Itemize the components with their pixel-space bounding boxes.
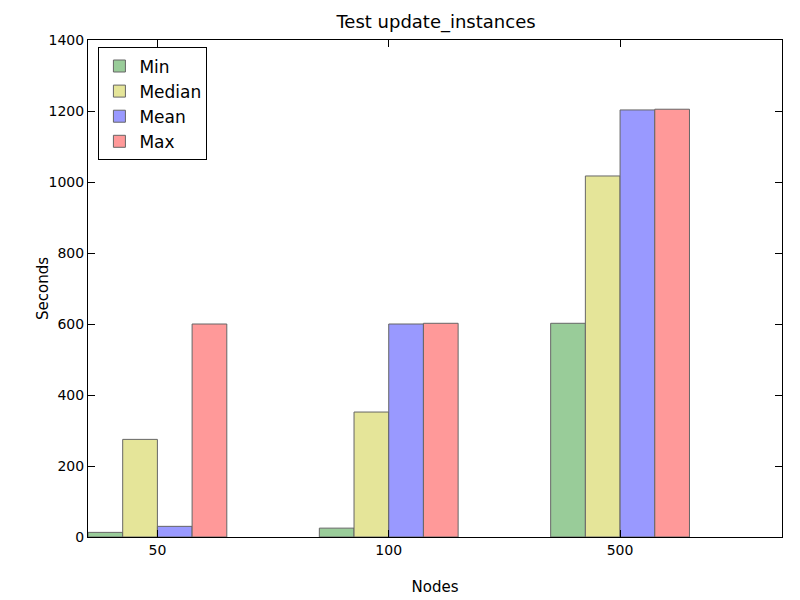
svg-text:Min: Min: [139, 57, 169, 77]
svg-text:1200: 1200: [49, 103, 85, 119]
svg-text:Max: Max: [139, 132, 174, 152]
svg-text:400: 400: [57, 387, 84, 403]
svg-text:100: 100: [375, 542, 402, 558]
svg-text:50: 50: [148, 542, 166, 558]
svg-text:1000: 1000: [49, 174, 85, 190]
svg-text:Median: Median: [139, 82, 201, 102]
svg-text:Seconds: Seconds: [34, 257, 52, 320]
svg-text:600: 600: [57, 316, 84, 332]
svg-text:Test update_instances: Test update_instances: [335, 11, 535, 33]
svg-text:0: 0: [75, 529, 84, 545]
svg-text:200: 200: [57, 458, 84, 474]
svg-text:Mean: Mean: [139, 107, 185, 127]
svg-text:800: 800: [57, 245, 84, 261]
svg-text:Nodes: Nodes: [412, 578, 459, 596]
svg-text:1400: 1400: [49, 32, 85, 48]
svg-text:500: 500: [607, 542, 634, 558]
